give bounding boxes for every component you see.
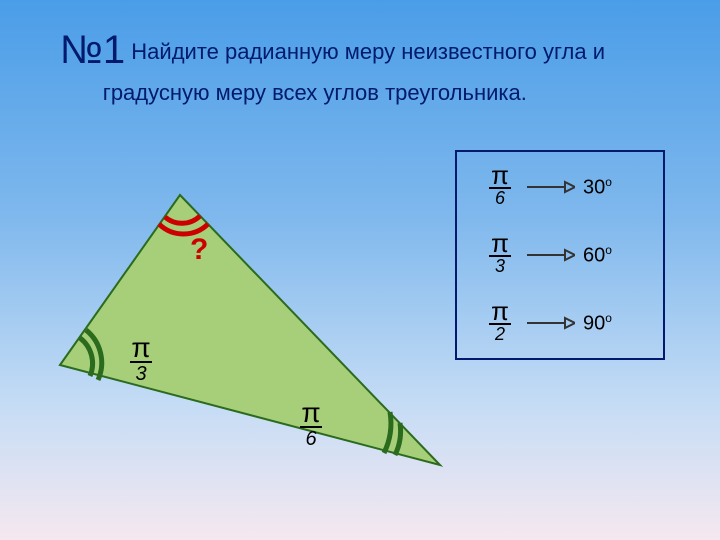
triangle-diagram: π 3 π 6 ? [40,175,460,485]
angle-label-pi-3: π 3 [130,340,152,385]
pi-symbol: π [130,340,152,357]
problem-number: №1 [60,28,125,72]
answer-frac-2: π 3 [475,234,525,277]
unknown-angle-mark: ? [190,233,208,267]
pi-symbol: π [300,405,322,422]
problem-title: №1 Найдите радианную меру неизвестного у… [60,22,680,109]
answer-deg-3: 90о [583,311,612,336]
answer-box: π 6 30о π 3 60о π 2 [455,150,665,360]
arrow-icon [525,245,575,265]
arrow-icon [525,313,575,333]
answer-row-3: π 2 90о [457,302,663,345]
arrow-icon [525,177,575,197]
answer-row-2: π 3 60о [457,234,663,277]
triangle-svg [40,175,460,485]
answer-frac-1: π 6 [475,166,525,209]
angle-label-pi-6: π 6 [300,405,322,450]
denominator: 3 [130,363,152,385]
answer-deg-2: 60о [583,243,612,268]
answer-deg-1: 30о [583,175,612,200]
denominator: 6 [300,428,322,450]
title-line1: Найдите радианную меру неизвестного угла… [131,39,605,64]
title-line2: градусную меру всех углов треугольника. [103,80,527,105]
answer-frac-3: π 2 [475,302,525,345]
answer-row-1: π 6 30о [457,166,663,209]
triangle-shape [60,195,440,465]
